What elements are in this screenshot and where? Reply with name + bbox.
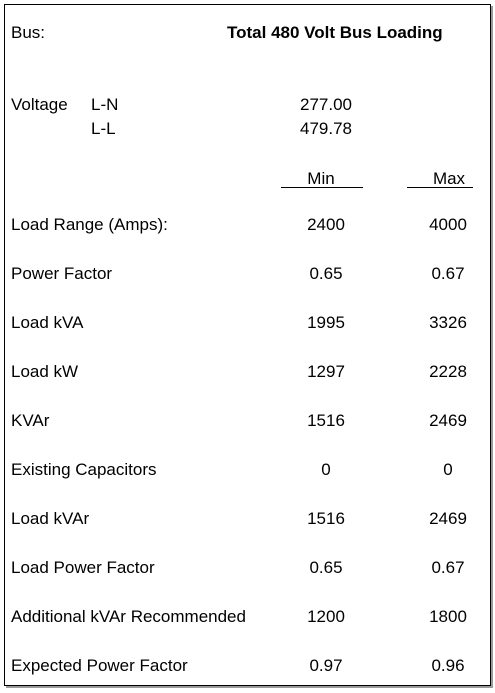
voltage-ll-label: L-L — [91, 119, 116, 138]
row-min-value: 1516 — [307, 509, 345, 528]
row-label: Power Factor — [11, 264, 113, 283]
row-max-value: 0.96 — [431, 656, 465, 675]
row-min-value: 1297 — [307, 362, 345, 381]
voltage-ll-value: 479.78 — [300, 119, 352, 138]
column-header-max-underline — [407, 187, 473, 188]
column-header-min: Min — [307, 169, 335, 188]
row-min-value: 0.65 — [309, 264, 343, 283]
row-label: Additional kVAr Recommended — [11, 607, 246, 626]
row-label: Existing Capacitors — [11, 460, 157, 479]
row-label: Load kVAr — [11, 509, 90, 528]
voltage-ln-value: 277.00 — [300, 95, 352, 114]
row-max-value: 2228 — [429, 362, 467, 381]
bus-label: Bus: — [11, 23, 46, 42]
row-min-value: 1200 — [307, 607, 345, 626]
row-max-value: 2469 — [429, 509, 467, 528]
bus-title: Total 480 Volt Bus Loading — [227, 23, 443, 42]
row-label: Expected Power Factor — [11, 656, 188, 675]
row-min-value: 1516 — [307, 411, 345, 430]
bus-loading-sheet: Bus: Total 480 Volt Bus Loading Voltage … — [4, 4, 491, 686]
row-max-value: 0.67 — [431, 264, 465, 283]
row-label: Load kVA — [11, 313, 84, 332]
row-max-value: 3326 — [429, 313, 467, 332]
row-min-value: 1995 — [307, 313, 345, 332]
row-max-value: 0 — [443, 460, 453, 479]
row-min-value: 0 — [321, 460, 331, 479]
row-min-value: 0.97 — [309, 656, 343, 675]
row-label: Load Power Factor — [11, 558, 155, 577]
voltage-ln-label: L-N — [91, 95, 119, 114]
row-max-value: 4000 — [429, 215, 467, 234]
sheet-shadow — [6, 6, 493, 688]
row-label: KVAr — [11, 411, 50, 430]
row-label: Load Range (Amps): — [11, 215, 168, 234]
column-header-max: Max — [432, 169, 466, 188]
row-label: Load kW — [11, 362, 79, 381]
voltage-label: Voltage — [11, 95, 68, 114]
row-min-value: 2400 — [307, 215, 345, 234]
row-max-value: 0.67 — [431, 558, 465, 577]
row-max-value: 2469 — [429, 411, 467, 430]
row-max-value: 1800 — [429, 607, 467, 626]
column-header-min-underline — [281, 187, 363, 188]
row-min-value: 0.65 — [309, 558, 343, 577]
